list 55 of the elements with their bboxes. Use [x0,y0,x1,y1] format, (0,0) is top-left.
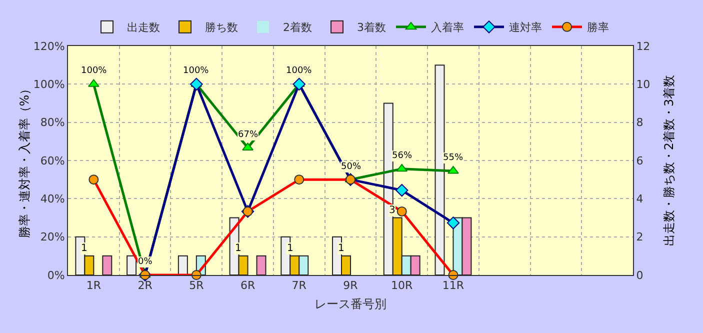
x-axis-title: レース番号別 [314,297,386,312]
legend-label: 2着数 [283,21,312,34]
bar [126,255,137,275]
x-tick-label: 1R [86,279,102,292]
y2-tick-label: 6 [636,154,644,168]
y2-tick-label: 12 [636,40,650,53]
x-tick-label: 2R [138,279,153,292]
y2-tick-label: 4 [636,192,644,206]
x-tick-label: 11R [442,279,464,292]
legend-label: 出走数 [127,21,160,34]
x-tick-label: 10R [391,279,414,292]
x-tick-label: 7R [292,279,307,292]
point [396,164,408,172]
y2-tick-label: 8 [636,116,644,130]
bar [434,64,445,275]
y2-tick-label: 2 [636,230,644,244]
y-tick-label: 100% [33,78,65,92]
y-tick-label: 20% [40,230,65,244]
data-label: 1 [81,243,88,254]
data-label: 100% [286,66,312,76]
point [292,78,306,91]
data-label: 1 [338,243,344,254]
data-label: 50% [341,162,362,172]
y-tick-label: 40% [40,192,65,206]
data-label: 100% [183,66,210,76]
point [190,78,203,91]
bar [178,255,188,275]
x-tick-label: 9R [343,279,358,292]
y-tick-label: 80% [40,116,65,130]
y-tick-label: 120% [33,40,65,53]
bar [256,255,266,275]
data-label: 1 [287,243,294,254]
y-tick-label: 60% [40,154,65,168]
bar [102,255,112,275]
legend-label: 入着率 [431,21,464,34]
y2-tick-label: 10 [636,78,650,92]
y-axis-title: 勝率・連対率・入着率（%） [17,82,32,238]
legend-label: 勝率 [587,21,609,34]
point [396,184,408,197]
legend-label: 連対率 [509,21,542,34]
x-tick-label: 5R [189,279,204,292]
data-label: 56% [392,151,412,161]
legend-label: 勝ち数 [205,21,238,34]
x-tick-label: 6R [240,279,256,292]
data-label: 3 [389,205,396,216]
y2-axis-title: 出走数・勝ち数・2着数・3着数 [662,74,676,246]
data-label: 67% [238,130,258,140]
point [446,216,460,230]
data-label: 0% [138,257,153,267]
data-label: 55% [443,153,464,163]
data-label: 100% [81,66,108,76]
legend-label: 3着数 [357,21,386,34]
y-tick-label: 0% [47,268,65,282]
y2-tick-label: 0 [636,268,644,282]
data-label: 1 [235,243,242,254]
